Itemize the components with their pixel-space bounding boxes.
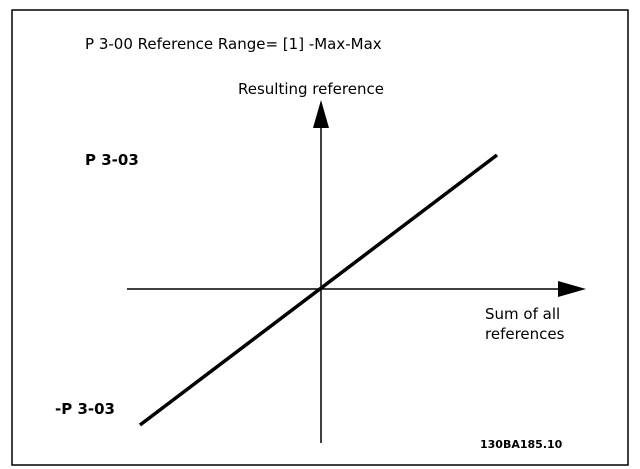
figure-id: 130BA185.10	[480, 438, 563, 451]
min-label: -P 3-03	[55, 400, 115, 418]
x-axis-label: references	[485, 325, 565, 343]
frame	[11, 9, 629, 466]
reference-line	[138, 153, 499, 427]
x-axis-label: Sum of all	[485, 305, 560, 323]
y-axis-label: Resulting reference	[238, 80, 384, 98]
x-axis-arrow	[558, 281, 586, 297]
title: P 3-00 Reference Range= [1] -Max-Max	[85, 35, 382, 53]
max-label: P 3-03	[85, 151, 139, 169]
y-axis-arrow	[313, 100, 329, 128]
